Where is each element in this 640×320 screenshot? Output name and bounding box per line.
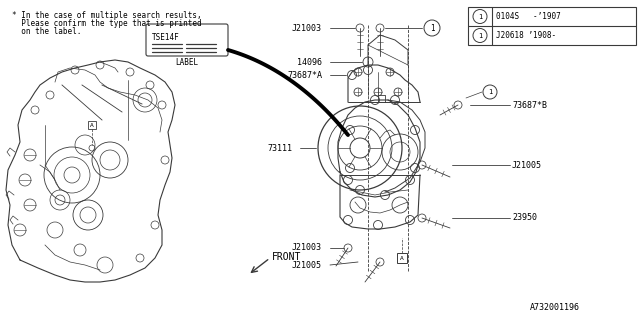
Text: A: A [90,123,94,127]
Text: 73687*A: 73687*A [287,70,322,79]
Text: A: A [400,255,404,260]
Text: J20618 ’1908-: J20618 ’1908- [496,31,556,40]
FancyBboxPatch shape [146,24,228,56]
Text: J21003: J21003 [292,23,322,33]
Text: * In the case of multiple search results,: * In the case of multiple search results… [12,11,202,20]
Bar [468,7,636,45]
Text: 1: 1 [478,13,482,20]
Text: on the label.: on the label. [12,27,81,36]
Text: Please confirm the type that is printed: Please confirm the type that is printed [12,19,202,28]
Text: J21005: J21005 [292,260,322,269]
Text: A732001196: A732001196 [530,303,580,312]
Text: 23950: 23950 [512,213,537,222]
Text: 73111: 73111 [267,143,292,153]
Text: FRONT: FRONT [272,252,301,262]
Text: 0104S   -’1907: 0104S -’1907 [496,12,561,21]
Text: J21003: J21003 [292,244,322,252]
Text: 1: 1 [429,23,435,33]
Text: 73687*B: 73687*B [512,100,547,109]
Text: 14096: 14096 [297,58,322,67]
Bar [88,121,96,129]
Text: 1: 1 [488,89,492,95]
Text: 1: 1 [478,33,482,38]
Text: J21005: J21005 [512,161,542,170]
Text: TSE14F: TSE14F [152,33,180,42]
Bar [397,253,407,263]
Text: LABEL: LABEL [175,58,198,67]
